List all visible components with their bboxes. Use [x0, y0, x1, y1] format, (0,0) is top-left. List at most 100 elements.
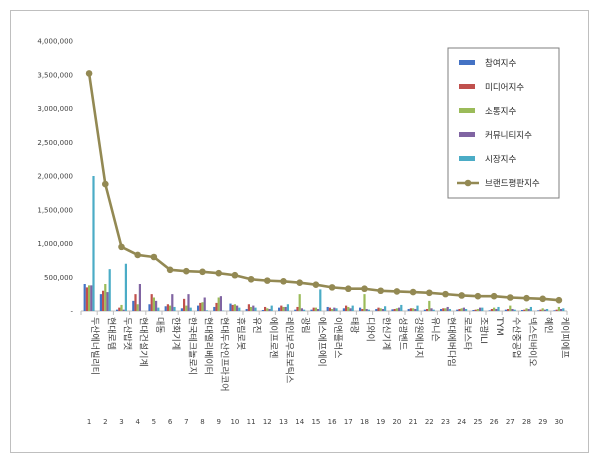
category-index-8: 8	[200, 418, 204, 426]
category-label-1: 두산에너빌리티	[89, 317, 100, 375]
bar-4-14	[300, 308, 303, 311]
bar-4-30	[560, 308, 563, 311]
bar-4-26	[495, 308, 498, 311]
bar-5-21	[416, 305, 419, 311]
category-label-13: 레인보우로보틱스	[284, 317, 296, 383]
brand-index-point-1	[85, 70, 93, 77]
category-index-26: 26	[490, 418, 499, 426]
bar-5-7	[189, 307, 192, 312]
bar-4-18	[365, 308, 368, 311]
bar-5-2	[108, 269, 111, 311]
bar-5-10	[238, 307, 241, 312]
bar-3-19	[379, 308, 382, 311]
bar-5-20	[400, 304, 403, 311]
bar-1-18	[359, 307, 362, 312]
category-index-1: 1	[87, 418, 91, 426]
legend-label-2: 미디어지수	[485, 82, 524, 93]
category-label-9: 현대두산인프라코어	[219, 317, 230, 392]
bar-1-11	[245, 308, 248, 311]
category-index-5: 5	[152, 418, 156, 426]
y-tick-label: 1,500,000	[37, 206, 73, 214]
category-label-30: 케이피에프	[559, 317, 570, 358]
brand-index-point-23	[442, 290, 449, 298]
category-label-28: 넥스틴바이오	[527, 317, 538, 367]
category-label-8: 현대엘리베이터	[203, 317, 214, 375]
brand-reputation-chart: - 500,000 1,000,000 1,500,000 2,000,000 2,500…	[37, 38, 570, 427]
bar-4-2	[106, 292, 109, 311]
line-series-group	[85, 70, 563, 304]
category-label-11: 유진	[251, 317, 262, 334]
bar-4-9	[219, 296, 222, 311]
bar-3-11	[250, 306, 253, 311]
bar-2-20	[393, 308, 396, 311]
brand-index-point-28	[523, 294, 530, 302]
bar-5-1	[92, 176, 95, 311]
brand-index-point-25	[474, 292, 482, 300]
legend-label-3: 소통지수	[485, 107, 516, 117]
category-index-3: 3	[119, 418, 123, 426]
category-index-30: 30	[554, 418, 563, 426]
category-label-6: 한화기계	[170, 317, 182, 350]
legend-label-4: 커뮤니티지수	[485, 130, 532, 141]
bar-3-5	[152, 297, 155, 311]
bar-3-3	[120, 304, 123, 311]
bar-5-14	[303, 309, 306, 311]
brand-index-point-29	[539, 295, 546, 303]
bar-4-10	[236, 305, 239, 311]
bar-2-24	[458, 308, 461, 311]
bar-3-1	[88, 285, 91, 311]
bar-1-10	[229, 303, 232, 311]
bar-3-20	[395, 308, 398, 311]
bar-3-29	[541, 308, 544, 311]
bar-4-20	[398, 307, 401, 312]
brand-index-point-14	[296, 279, 304, 286]
bar-4-21	[414, 308, 417, 311]
category-index-14: 14	[295, 418, 304, 426]
brand-index-point-17	[345, 285, 352, 293]
bar-2-7	[183, 298, 186, 311]
bar-1-27	[504, 309, 507, 311]
bar-1-23	[440, 308, 443, 311]
bar-1-14	[294, 309, 297, 311]
bar-1-15	[310, 309, 313, 311]
brand-index-point-19	[377, 287, 385, 295]
brand-index-point-5	[150, 253, 158, 261]
bar-3-4	[136, 304, 139, 311]
legend-label-5: 시장지수	[485, 154, 516, 165]
bar-3-24	[460, 308, 463, 311]
bar-4-29	[543, 309, 546, 311]
category-label-18: 디와이	[365, 317, 377, 342]
bar-5-23	[448, 308, 451, 311]
bar-1-29	[537, 310, 540, 311]
category-label-17: 태광	[348, 317, 360, 334]
bar-4-5	[155, 300, 158, 312]
bar-4-17	[349, 308, 352, 311]
category-label-23: 현대에버다임	[446, 317, 458, 367]
y-tick-label: 1,000,000	[37, 240, 73, 248]
bar-1-30	[553, 310, 556, 311]
legend-line-marker	[464, 179, 472, 187]
bar-2-19	[377, 307, 380, 312]
legend-label-1: 참여지수	[485, 58, 516, 69]
bar-1-28	[521, 309, 524, 311]
bar-5-28	[529, 306, 532, 311]
bar-2-25	[474, 309, 477, 311]
bar-4-8	[203, 297, 206, 311]
bar-1-7	[180, 308, 183, 311]
bar-2-27	[507, 308, 510, 311]
bar-5-11	[254, 307, 257, 312]
bar-2-11	[247, 304, 250, 311]
category-label-22: 유니슨	[429, 317, 440, 342]
bar-4-27	[511, 308, 514, 311]
bar-1-26	[488, 310, 491, 311]
bar-2-8	[199, 302, 202, 311]
bar-5-24	[465, 308, 468, 311]
bar-1-1	[83, 284, 86, 311]
bar-4-16	[333, 307, 336, 312]
bar-4-6	[171, 294, 174, 312]
bar-3-12	[266, 308, 269, 311]
bar-1-13	[278, 307, 281, 312]
category-index-21: 21	[409, 418, 418, 426]
bar-3-26	[493, 307, 496, 312]
